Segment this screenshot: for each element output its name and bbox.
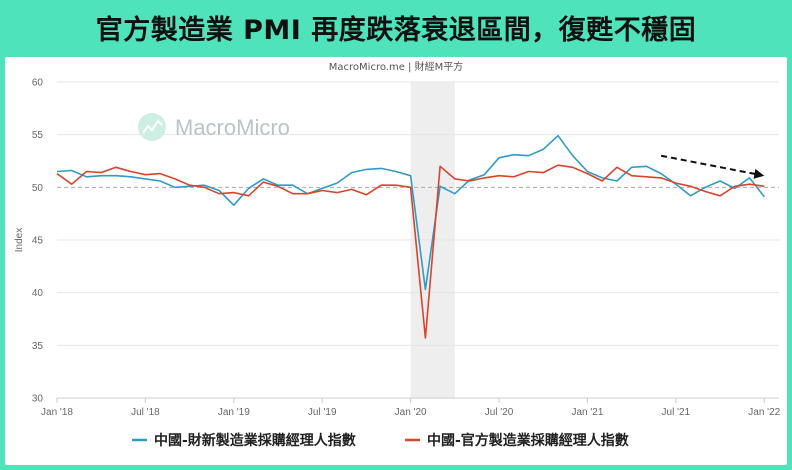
pmi-line-chart: MacroMicro.me | 財經M平方 MacroMicro 30 35 40 4… [14, 60, 781, 449]
trend-arrow-line [660, 154, 757, 176]
legend-item-label[interactable]: 中國-財新製造業採購經理人指數 [154, 432, 356, 449]
y-tick-label: 30 [32, 394, 44, 405]
watermark: MacroMicro [138, 113, 290, 141]
series-lines [56, 134, 765, 339]
y-tick-label: 50 [32, 183, 44, 194]
x-tick-label: Jan '18 [41, 407, 73, 418]
x-tick-label: Jan '22 [748, 407, 780, 418]
x-tick-label: Jul '21 [662, 407, 691, 418]
x-tick-label: Jul '18 [131, 407, 160, 418]
headline-title: 官方製造業 PMI 再度跌落衰退區間，復甦不穩固 [95, 14, 697, 46]
y-gridlines [57, 81, 779, 399]
trend-arrow-head [753, 168, 765, 179]
legend-item-label[interactable]: 中國-官方製造業採購經理人指數 [427, 432, 629, 449]
y-tick-label: 55 [32, 130, 44, 141]
y-axis-label: Index [14, 228, 25, 252]
x-tick-label: Jan '21 [571, 407, 603, 418]
legend[interactable]: 中國-財新製造業採購經理人指數 中國-官方製造業採購經理人指數 [132, 432, 629, 449]
y-tick-label: 40 [32, 288, 44, 299]
y-tick-label: 45 [32, 236, 44, 247]
x-tick-label: Jan '19 [218, 407, 250, 418]
watermark-text: MacroMicro [175, 115, 290, 140]
x-tick-label: Jan '20 [395, 407, 427, 418]
official-pmi-line[interactable] [56, 164, 765, 339]
x-tick-label: Jul '20 [485, 407, 514, 418]
trend-arrow [660, 154, 765, 179]
caixin-pmi-line[interactable] [56, 134, 765, 291]
y-axis-ticks: 30 35 40 45 50 55 60 [32, 78, 44, 405]
y-tick-label: 35 [32, 341, 44, 352]
x-tick-label: Jul '19 [308, 407, 337, 418]
chart-panel: MacroMicro.me | 財經M平方 MacroMicro 30 35 40 4… [5, 57, 787, 465]
x-axis-ticks: Jan '18 Jul '18 Jan '19 Jul '19 Jan '20 Jul '… [41, 398, 781, 418]
watermark-logo-icon [138, 113, 166, 141]
source-label: MacroMicro.me | 財經M平方 [329, 60, 463, 73]
y-tick-label: 60 [32, 78, 44, 89]
